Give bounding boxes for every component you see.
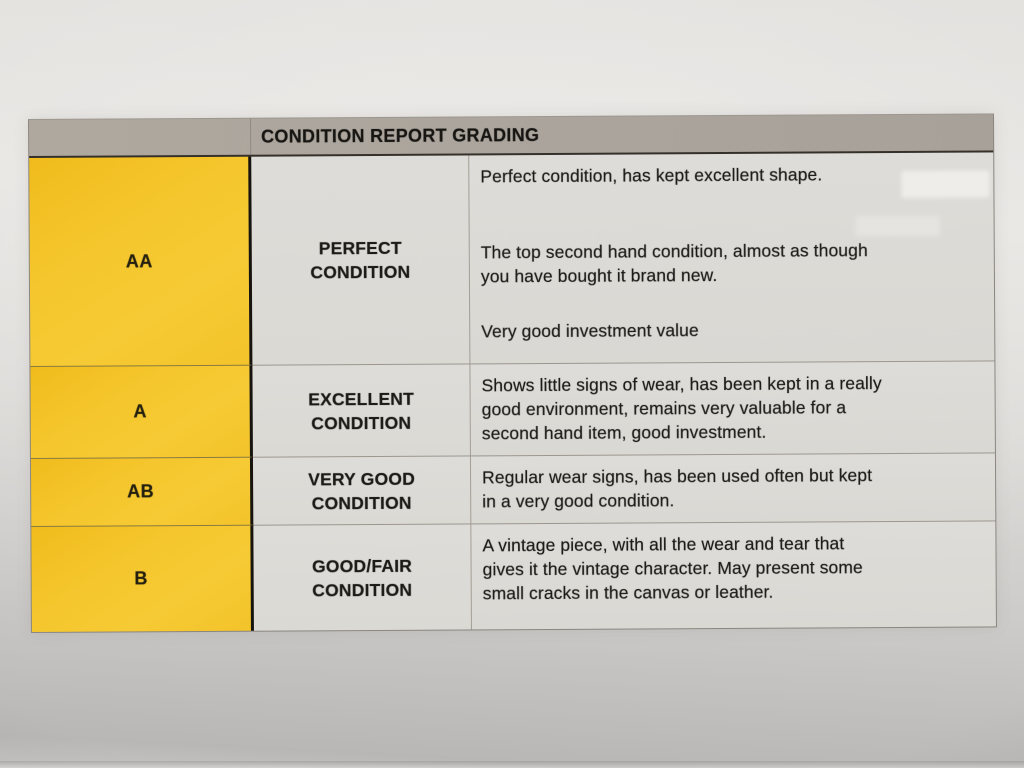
description-paragraph: Perfect condition, has kept excellent sh… bbox=[480, 164, 823, 187]
condition-cell-ab: VERY GOOD CONDITION bbox=[252, 455, 472, 525]
grade-cell-a: A bbox=[30, 364, 253, 458]
table-row-b: B GOOD/FAIR CONDITION A vintage piece, w… bbox=[31, 520, 996, 632]
description-cell-aa: Perfect condition, has kept excellent sh… bbox=[469, 152, 995, 364]
grade-cell-aa: AA bbox=[29, 156, 253, 366]
table-row-a: A EXCELLENT CONDITION Shows little signs… bbox=[30, 360, 995, 458]
description-paragraph: Shows little signs of wear, has been kep… bbox=[481, 373, 882, 444]
header-empty-cell bbox=[29, 118, 252, 156]
description-cell-a: Shows little signs of wear, has been kep… bbox=[470, 360, 995, 456]
grade-cell-ab: AB bbox=[30, 456, 254, 526]
table-title: CONDITION REPORT GRADING bbox=[261, 124, 540, 147]
condition-cell-aa: PERFECT CONDITION bbox=[251, 155, 471, 365]
description-paragraph: Very good investment value bbox=[481, 320, 699, 342]
table-row-aa: AA PERFECT CONDITION Perfect condition, … bbox=[29, 152, 995, 366]
condition-grading-table: CONDITION REPORT GRADING AA PERFECT COND… bbox=[28, 113, 997, 633]
description-paragraph: Regular wear signs, has been used often … bbox=[482, 465, 873, 512]
description-paragraph: The top second hand condition, almost as… bbox=[480, 240, 868, 287]
grade-cell-b: B bbox=[31, 524, 254, 632]
table-row-ab: AB VERY GOOD CONDITION Regular wear sign… bbox=[30, 452, 996, 526]
description-cell-ab: Regular wear signs, has been used often … bbox=[470, 452, 996, 524]
condition-cell-b: GOOD/FAIR CONDITION bbox=[253, 523, 472, 631]
photo-bottom-edge bbox=[0, 761, 1024, 768]
condition-cell-a: EXCELLENT CONDITION bbox=[252, 363, 471, 457]
table-header-row: CONDITION REPORT GRADING bbox=[29, 114, 994, 158]
description-cell-b: A vintage piece, with all the wear and t… bbox=[471, 520, 996, 630]
description-paragraph: A vintage piece, with all the wear and t… bbox=[482, 533, 863, 604]
